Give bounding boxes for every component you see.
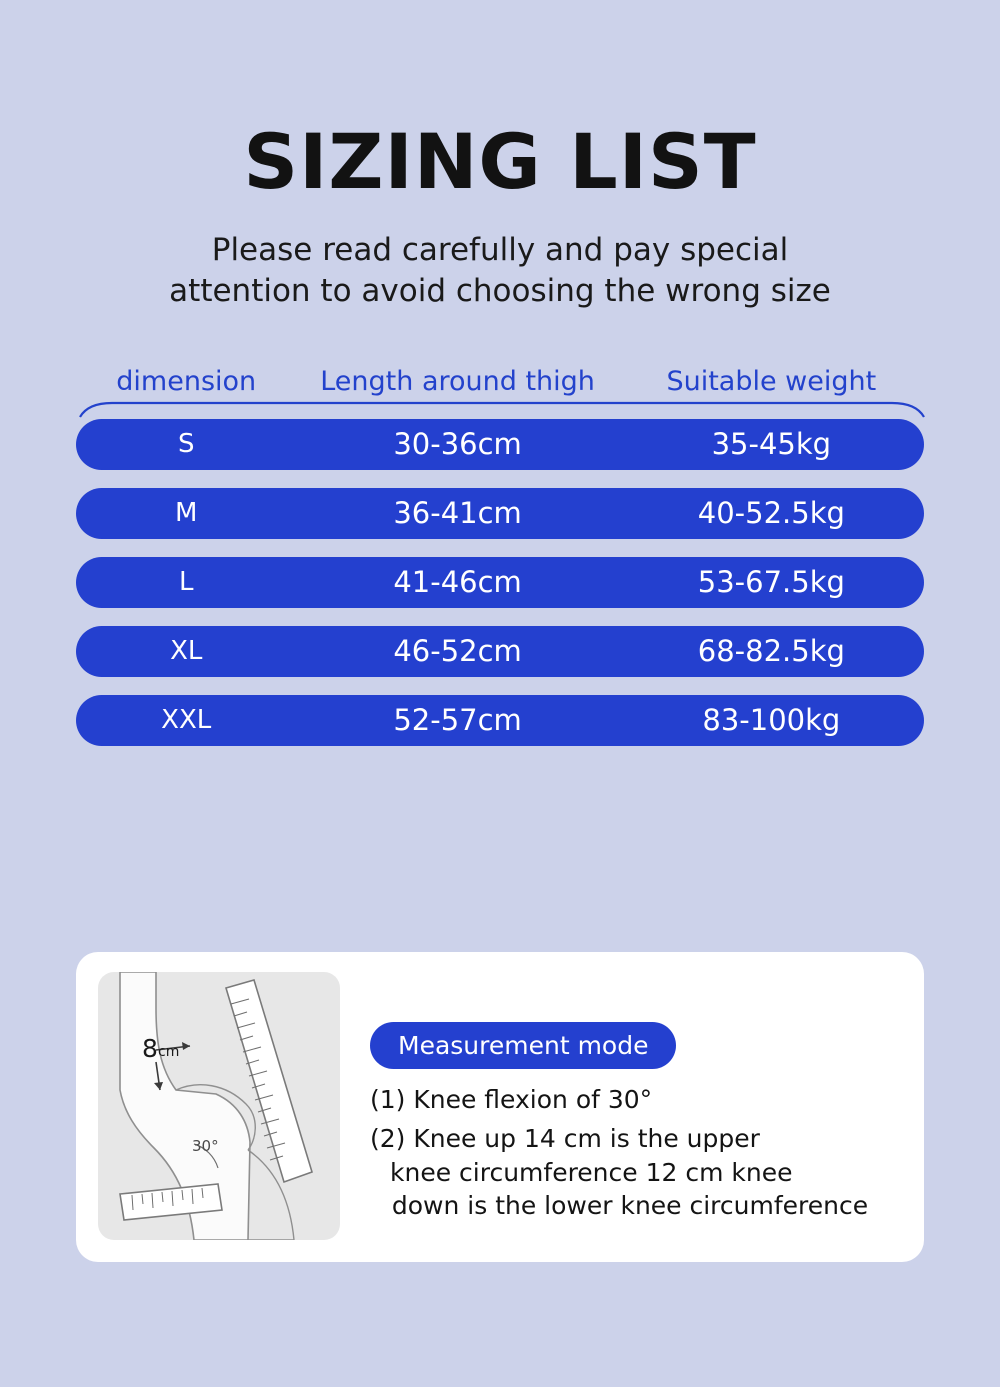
cell-weight: 83-100kg xyxy=(702,703,841,738)
cell-thigh: 41-46cm xyxy=(393,565,522,600)
table-row: L 41-46cm 53-67.5kg xyxy=(76,556,924,608)
subtitle-line-2: attention to avoid choosing the wrong si… xyxy=(169,272,831,309)
measurement-text-block: Measurement mode (1) Knee flexion of 30°… xyxy=(340,972,902,1242)
cell-size: L xyxy=(178,567,194,598)
cell-weight: 40-52.5kg xyxy=(697,496,845,531)
note-line-1: (1) Knee flexion of 30° xyxy=(370,1085,653,1114)
header-underline xyxy=(78,401,925,419)
table-row: XL 46-52cm 68-82.5kg xyxy=(76,625,924,677)
cell-weight: 68-82.5kg xyxy=(697,634,845,669)
diagram-measure-value: 8 xyxy=(142,1034,158,1063)
knee-measurement-diagram: 8 cm 30° xyxy=(98,972,340,1240)
cell-thigh: 36-41cm xyxy=(393,496,522,531)
sizing-table: dimension Length around thigh Suitable w… xyxy=(0,366,1000,746)
table-row: M 36-41cm 40-52.5kg xyxy=(76,487,924,539)
cell-weight: 35-45kg xyxy=(711,427,832,462)
cell-size: S xyxy=(177,429,195,460)
note-line-4: down is the lower knee circumference xyxy=(391,1190,869,1220)
cell-thigh: 46-52cm xyxy=(393,634,522,669)
subtitle-line-1: Please read carefully and pay special xyxy=(211,232,789,268)
cell-thigh: 30-36cm xyxy=(393,427,522,462)
diagram-angle-label: 30° xyxy=(192,1137,219,1155)
diagram-measure-unit: cm xyxy=(158,1044,180,1060)
cell-thigh: 52-57cm xyxy=(393,703,522,738)
page-title: SIZING LIST xyxy=(243,117,757,206)
measurement-card: 8 cm 30° Measurement mode (1) Knee flexi… xyxy=(76,952,924,1262)
cell-size: M xyxy=(175,498,198,529)
column-header-weight: Suitable weight xyxy=(666,365,877,397)
measurement-notes: (1) Knee flexion of 30° (2) Knee up 14 c… xyxy=(358,1083,902,1222)
column-header-dimension: dimension xyxy=(116,365,257,397)
table-row: S 30-36cm 35-45kg xyxy=(76,418,924,470)
table-header-row: dimension Length around thigh Suitable w… xyxy=(76,366,924,401)
table-row: XXL 52-57cm 83-100kg xyxy=(76,694,924,746)
note-line-3: knee circumference 12 cm knee xyxy=(390,1157,793,1187)
measurement-mode-badge: Measurement mode xyxy=(370,1022,677,1069)
cell-size: XL xyxy=(170,636,203,667)
page-subtitle: Please read carefully and pay special at… xyxy=(0,230,1000,312)
sizing-list-page: SIZING LIST Please read carefully and pa… xyxy=(0,124,1000,1387)
note-line-2: (2) Knee up 14 cm is the upper xyxy=(370,1124,760,1154)
cell-weight: 53-67.5kg xyxy=(697,565,845,600)
column-header-thigh: Length around thigh xyxy=(320,365,595,397)
cell-size: XXL xyxy=(161,705,212,736)
